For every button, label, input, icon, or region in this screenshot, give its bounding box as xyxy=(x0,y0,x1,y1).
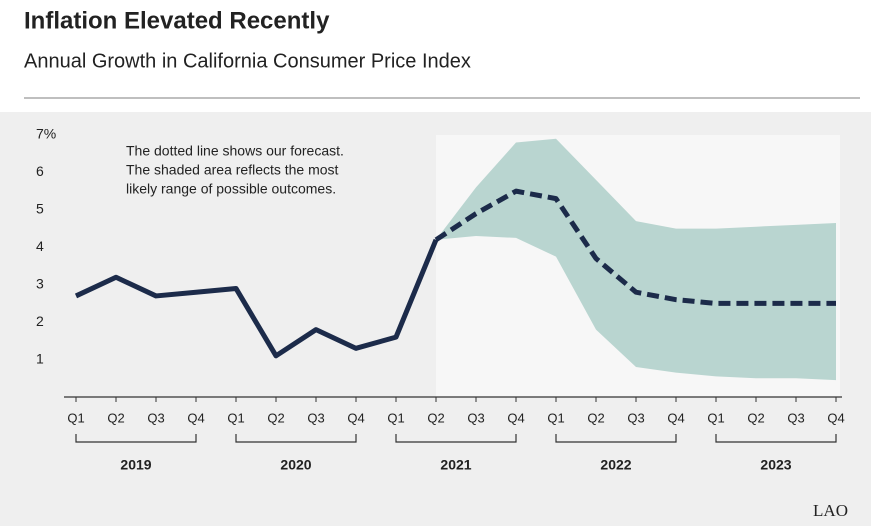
x-tick-label: Q1 xyxy=(227,410,244,425)
y-tick-label: 7% xyxy=(36,126,56,142)
x-tick-label: Q4 xyxy=(347,410,364,425)
y-tick-label: 3 xyxy=(36,275,44,291)
annotation: likely range of possible outcomes. xyxy=(126,181,336,197)
x-tick-label: Q3 xyxy=(627,410,644,425)
x-tick-label: Q3 xyxy=(147,410,164,425)
forecast-line xyxy=(434,188,836,306)
actual-line xyxy=(74,238,439,359)
x-tick-label: Q4 xyxy=(507,410,524,425)
year-bracket xyxy=(75,434,197,443)
annotation: The shaded area reflects the most xyxy=(126,162,339,178)
chart-subtitle: Annual Growth in California Consumer Pri… xyxy=(24,50,471,72)
year-label: 2020 xyxy=(280,457,311,473)
year-label: 2022 xyxy=(600,457,631,473)
x-tick-label: Q1 xyxy=(387,410,404,425)
x-tick-label: Q2 xyxy=(747,410,764,425)
x-tick-label: Q4 xyxy=(827,410,844,425)
y-tick-label: 5 xyxy=(36,201,44,217)
x-tick-label: Q4 xyxy=(187,410,204,425)
y-tick-label: 2 xyxy=(36,313,44,329)
y-tick-label: 4 xyxy=(36,238,44,254)
x-tick-label: Q2 xyxy=(587,410,604,425)
annotation: The dotted line shows our forecast. xyxy=(126,143,344,159)
x-tick-label: Q2 xyxy=(427,410,444,425)
y-tick-label: 1 xyxy=(36,350,44,366)
year-label: 2021 xyxy=(440,457,471,473)
x-tick-label: Q3 xyxy=(787,410,804,425)
year-bracket xyxy=(555,434,677,443)
year-bracket xyxy=(395,434,517,443)
logo: LAO xyxy=(813,501,848,520)
x-tick-label: Q2 xyxy=(267,410,284,425)
chart-title: Inflation Elevated Recently xyxy=(24,7,330,34)
x-tick-label: Q3 xyxy=(467,410,484,425)
x-tick-label: Q4 xyxy=(667,410,684,425)
year-bracket xyxy=(715,434,837,443)
year-label: 2019 xyxy=(120,457,151,473)
forecast-range xyxy=(436,138,836,381)
year-bracket xyxy=(235,434,357,443)
x-tick-label: Q1 xyxy=(707,410,724,425)
year-label: 2023 xyxy=(760,457,791,473)
x-tick-label: Q3 xyxy=(307,410,324,425)
x-tick-label: Q1 xyxy=(67,410,84,425)
x-tick-label: Q1 xyxy=(547,410,564,425)
y-tick-label: 6 xyxy=(36,163,44,179)
x-tick-label: Q2 xyxy=(107,410,124,425)
